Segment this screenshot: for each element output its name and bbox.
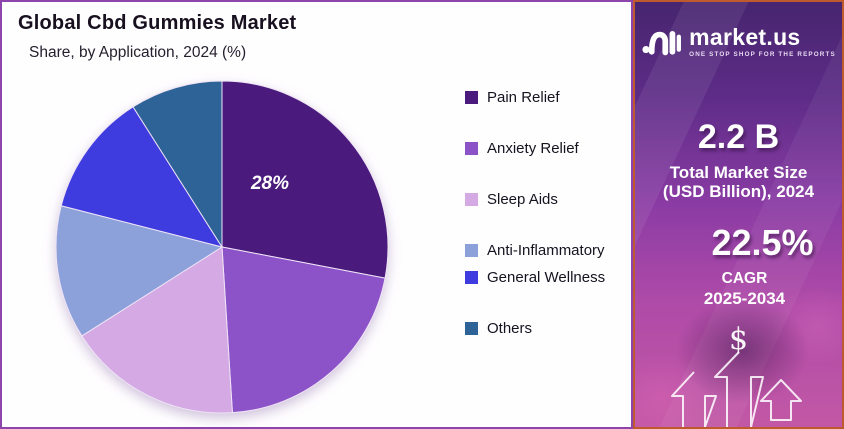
legend-item-anxiety-relief: Anxiety Relief bbox=[465, 139, 627, 159]
chart-title: Global Cbd Gummies Market bbox=[18, 12, 297, 34]
legend-swatch-icon bbox=[465, 142, 478, 155]
market-size-label-line2: (USD Billion), 2024 bbox=[662, 182, 815, 201]
logo-text: market.us ONE STOP SHOP FOR THE REPORTS bbox=[689, 25, 836, 58]
legend: Pain Relief Anxiety Relief Sleep Aids Anti-… bbox=[465, 88, 627, 370]
pie-slice-anti-inflammatory bbox=[55, 205, 224, 337]
legend-label: Others bbox=[487, 320, 533, 337]
pie-slice-others bbox=[132, 80, 223, 249]
cagr-years: 2025-2034 bbox=[703, 289, 786, 308]
market-size-label-line1: Total Market Size bbox=[669, 163, 808, 182]
legend-swatch-icon bbox=[465, 193, 478, 206]
panel-background-streaks bbox=[635, 2, 842, 427]
chart-subtitle: Share, by Application, 2024 (%) bbox=[29, 44, 247, 61]
legend-label: Anti-Inflammatory bbox=[487, 242, 605, 259]
legend-item-others: Others bbox=[465, 319, 627, 339]
pie-slice-sleep-aids bbox=[81, 246, 233, 414]
pie-slice-anxiety-relief bbox=[221, 246, 386, 414]
cagr-value: 22.5% bbox=[711, 222, 814, 263]
legend-item-sleep-aids: Sleep Aids bbox=[465, 190, 627, 210]
growth-arrows-icon bbox=[671, 351, 802, 427]
legend-label: Sleep Aids bbox=[487, 191, 558, 208]
brand-tagline: ONE STOP SHOP FOR THE REPORTS bbox=[689, 50, 836, 58]
legend-swatch-icon bbox=[465, 91, 478, 104]
pie-slice-pain-relief bbox=[221, 80, 389, 279]
legend-item-pain-relief: Pain Relief bbox=[465, 88, 627, 108]
legend-item-anti-inflammatory: Anti-Inflammatory bbox=[465, 241, 627, 261]
cagr-label: CAGR bbox=[721, 270, 768, 287]
legend-label: Anxiety Relief bbox=[487, 140, 579, 157]
brand-name: market.us bbox=[689, 23, 801, 50]
pie-slice-general-wellness bbox=[60, 106, 224, 248]
legend-swatch-icon bbox=[465, 271, 478, 284]
dollar-icon: $ bbox=[728, 322, 749, 357]
legend-swatch-icon bbox=[465, 244, 478, 257]
market-us-panel: market.us ONE STOP SHOP FOR THE REPORTS … bbox=[633, 0, 844, 429]
panel-background-photo bbox=[635, 2, 842, 427]
market-size-value: 2.2 B bbox=[697, 118, 780, 156]
pie-chart bbox=[55, 80, 389, 414]
market-us-squiggle-icon bbox=[642, 30, 682, 56]
legend-item-general-wellness: General Wellness bbox=[465, 268, 627, 288]
legend-swatch-icon bbox=[465, 322, 478, 335]
logo: market.us ONE STOP SHOP FOR THE REPORTS bbox=[635, 24, 842, 58]
legend-label: Pain Relief bbox=[487, 89, 560, 106]
pie-slice-data-label: 28% bbox=[250, 173, 290, 194]
legend-label: General Wellness bbox=[487, 269, 606, 286]
chart-card: Global Cbd Gummies Market Share, by Appl… bbox=[0, 0, 633, 429]
